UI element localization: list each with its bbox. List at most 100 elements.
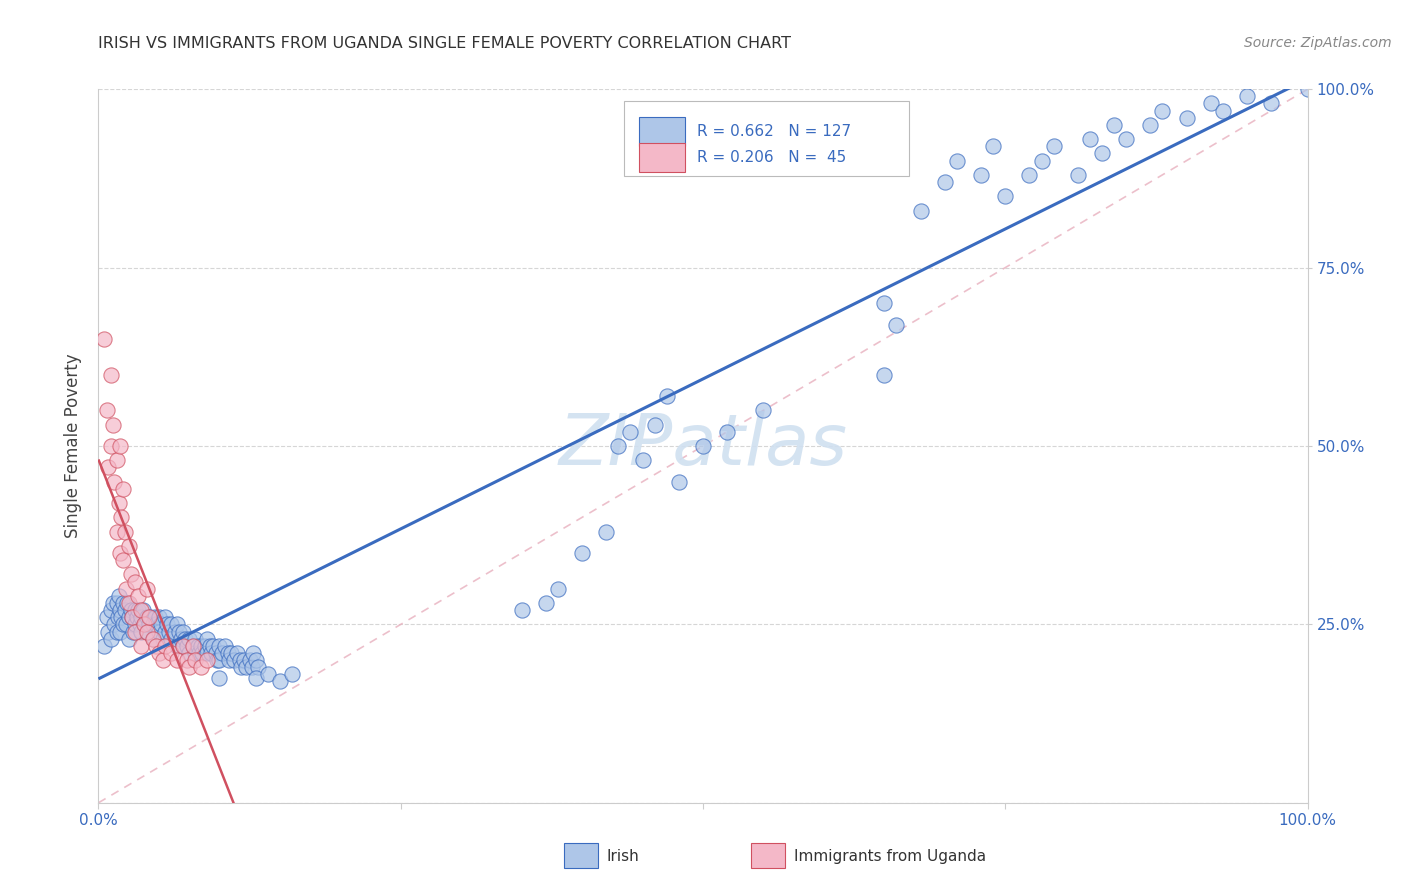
Point — [160, 632, 183, 646]
Point — [97, 460, 120, 475]
Point — [103, 617, 125, 632]
Point — [1091, 146, 1114, 161]
Point — [124, 574, 146, 589]
Point — [190, 660, 212, 674]
Point — [127, 589, 149, 603]
FancyBboxPatch shape — [638, 117, 685, 145]
Point — [124, 624, 146, 639]
Text: R = 0.206   N =  45: R = 0.206 N = 45 — [697, 150, 846, 165]
Point — [195, 653, 218, 667]
Point — [190, 639, 212, 653]
Point — [142, 632, 165, 646]
Point — [534, 596, 557, 610]
Point — [179, 632, 201, 646]
Point — [100, 368, 122, 382]
Point — [886, 318, 908, 332]
Point — [148, 646, 170, 660]
Point — [153, 624, 176, 639]
Point — [179, 660, 201, 674]
Point — [1260, 96, 1282, 111]
Point — [110, 610, 132, 624]
Text: R = 0.662   N = 127: R = 0.662 N = 127 — [697, 124, 851, 139]
Point — [184, 632, 207, 646]
Point — [108, 439, 131, 453]
Point — [181, 639, 204, 653]
Point — [202, 639, 225, 653]
Text: Source: ZipAtlas.com: Source: ZipAtlas.com — [1244, 36, 1392, 50]
Point — [184, 646, 207, 660]
Point — [152, 653, 174, 667]
Point — [218, 653, 240, 667]
Point — [247, 660, 270, 674]
Point — [172, 639, 194, 653]
Point — [150, 617, 173, 632]
Point — [208, 653, 231, 667]
Point — [571, 546, 593, 560]
Point — [994, 189, 1017, 203]
Point — [145, 639, 167, 653]
Point — [124, 603, 146, 617]
Point — [510, 603, 533, 617]
Point — [115, 582, 138, 596]
Point — [129, 639, 152, 653]
Point — [1115, 132, 1137, 146]
Point — [101, 417, 124, 432]
Point — [135, 624, 157, 639]
Point — [1139, 118, 1161, 132]
Point — [934, 175, 956, 189]
Point — [226, 646, 249, 660]
Point — [607, 439, 630, 453]
Point — [1296, 82, 1319, 96]
Point — [1067, 168, 1090, 182]
Point — [187, 639, 209, 653]
Point — [176, 639, 198, 653]
Point — [176, 653, 198, 667]
Point — [981, 139, 1004, 153]
Point — [110, 510, 132, 524]
Point — [100, 632, 122, 646]
Point — [121, 610, 143, 624]
Point — [148, 624, 170, 639]
Point — [214, 639, 236, 653]
Point — [242, 646, 264, 660]
Point — [245, 671, 267, 685]
Point — [108, 624, 131, 639]
Point — [631, 453, 654, 467]
Point — [166, 653, 188, 667]
Point — [132, 603, 155, 617]
Point — [668, 475, 690, 489]
Point — [156, 617, 179, 632]
Point — [752, 403, 775, 417]
Point — [1199, 96, 1222, 111]
Point — [129, 610, 152, 624]
Point — [142, 632, 165, 646]
Point — [127, 603, 149, 617]
Text: Immigrants from Uganda: Immigrants from Uganda — [793, 849, 986, 863]
Point — [970, 168, 993, 182]
Point — [153, 610, 176, 624]
Point — [240, 660, 263, 674]
Point — [118, 596, 141, 610]
Point — [111, 596, 134, 610]
Point — [191, 646, 214, 660]
Point — [221, 646, 243, 660]
Point — [200, 646, 222, 660]
Point — [145, 617, 167, 632]
Point — [1018, 168, 1040, 182]
Point — [205, 653, 228, 667]
Point — [946, 153, 969, 168]
Point — [96, 403, 118, 417]
Point — [232, 653, 254, 667]
Point — [96, 610, 118, 624]
Point — [198, 639, 221, 653]
Point — [169, 632, 191, 646]
Point — [143, 610, 166, 624]
Point — [655, 389, 678, 403]
Point — [1078, 132, 1101, 146]
Point — [217, 646, 239, 660]
Point — [118, 539, 141, 553]
Point — [208, 639, 231, 653]
Point — [111, 617, 134, 632]
Point — [166, 617, 188, 632]
Point — [134, 617, 156, 632]
